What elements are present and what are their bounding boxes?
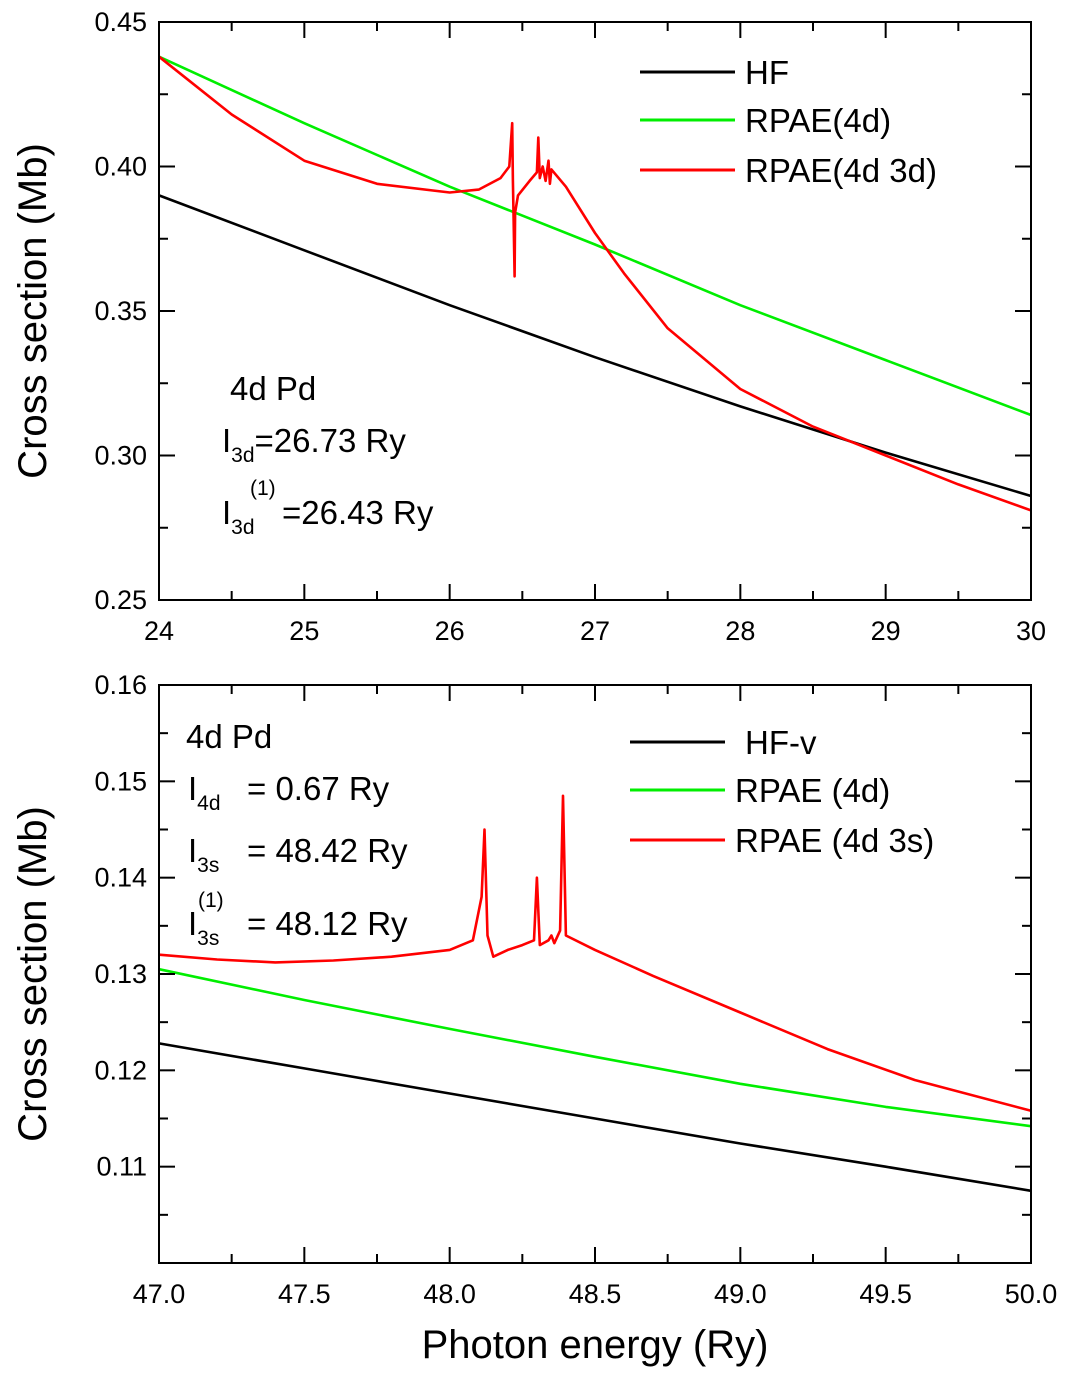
top-legend-label-hf: HF <box>745 54 789 91</box>
bottom-legend-label-rpae-4d: RPAE (4d) <box>735 772 890 809</box>
top-annotation-ionization-3d-1-value: =26.43 Ry <box>282 494 434 531</box>
top-y-tick-label: 0.45 <box>94 7 147 37</box>
top-tick-labels: 0.25 0.30 0.35 0.40 0.45 24 25 26 27 28 29 30 <box>94 7 1046 646</box>
bottom-x-tick-label: 49.5 <box>859 1279 912 1309</box>
bottom-y-tick-label: 0.15 <box>94 766 147 796</box>
bottom-legend-label-hf-v: HF-v <box>745 724 817 761</box>
bottom-annotation-ionization-3s-1-value: = 48.12 Ry <box>247 905 408 942</box>
bottom-x-tick-label: 47.5 <box>278 1279 331 1309</box>
top-x-tick-label: 29 <box>871 616 901 646</box>
top-chart: 0.25 0.30 0.35 0.40 0.45 24 25 26 27 28 29 30 Cross… <box>11 7 1046 646</box>
bottom-annotation-ionization-3s-1: I3s <box>188 905 219 950</box>
top-series-line-rpae-4d-3d <box>158 55 1032 512</box>
top-x-tick-label: 30 <box>1016 616 1046 646</box>
bottom-annotation-ionization-3s-value: = 48.42 Ry <box>247 832 408 869</box>
top-legend-label-rpae-4d: RPAE(4d) <box>745 102 891 139</box>
bottom-chart-series <box>158 794 1032 1193</box>
top-annotation-ionization-3d: I3d=26.73 Ry <box>222 422 406 467</box>
top-annotations: 4d Pd I3d=26.73 Ry I3d (1) =26.43 Ry <box>222 370 434 539</box>
bottom-annotation-ionization-3s-1-sup: (1) <box>198 889 224 912</box>
bottom-series-line-rpae-4d <box>158 967 1032 1128</box>
bottom-y-tick-label: 0.12 <box>94 1055 147 1085</box>
bottom-x-tick-label: 48.0 <box>423 1279 476 1309</box>
bottom-tick-labels: 0.11 0.12 0.13 0.14 0.15 0.16 47.0 47.5 48.0 48.5… <box>94 670 1057 1309</box>
bottom-series-line-hf-v <box>158 1042 1032 1193</box>
bottom-y-axis-title: Cross section (Mb) <box>11 806 55 1142</box>
bottom-legend-label-rpae-4d-3s: RPAE (4d 3s) <box>735 822 934 859</box>
bottom-annotation-ionization-4d-value: = 0.67 Ry <box>247 770 390 807</box>
bottom-x-axis-title: Photon energy (Ry) <box>422 1323 769 1367</box>
top-y-tick-label: 0.30 <box>94 441 147 471</box>
top-ticks <box>158 21 1032 601</box>
bottom-y-tick-label: 0.13 <box>94 959 147 989</box>
top-chart-series <box>158 55 1032 512</box>
top-legend: HF RPAE(4d) RPAE(4d 3d) <box>640 54 937 189</box>
top-x-tick-label: 28 <box>725 616 755 646</box>
bottom-annotation-atom: 4d Pd <box>186 718 272 755</box>
top-x-tick-label: 24 <box>144 616 174 646</box>
bottom-legend: HF-v RPAE (4d) RPAE (4d 3s) <box>630 724 934 859</box>
bottom-x-tick-label: 50.0 <box>1005 1279 1058 1309</box>
bottom-series-line-rpae-4d-3s <box>158 794 1032 1113</box>
bottom-annotation-ionization-3s: I3s <box>188 832 219 877</box>
bottom-y-tick-label: 0.16 <box>94 670 147 700</box>
top-series-line-hf <box>158 194 1032 498</box>
bottom-y-tick-label: 0.14 <box>94 863 147 893</box>
top-annotation-ionization-3d-1: I3d <box>222 494 255 539</box>
bottom-ticks <box>158 684 1032 1264</box>
top-y-tick-label: 0.40 <box>94 152 147 182</box>
top-series-line-rpae-4d <box>158 55 1032 417</box>
top-x-tick-label: 25 <box>289 616 319 646</box>
top-legend-label-rpae-4d-3d: RPAE(4d 3d) <box>745 152 937 189</box>
top-y-tick-label: 0.25 <box>94 585 147 615</box>
top-annotation-atom: 4d Pd <box>230 370 316 407</box>
bottom-y-tick-label: 0.11 <box>96 1152 147 1182</box>
top-annotation-ionization-3d-1-sup: (1) <box>250 477 276 500</box>
bottom-x-tick-label: 49.0 <box>714 1279 767 1309</box>
top-y-axis-title: Cross section (Mb) <box>11 143 55 479</box>
top-y-tick-label: 0.35 <box>94 296 147 326</box>
bottom-x-tick-label: 47.0 <box>133 1279 186 1309</box>
bottom-annotations: 4d Pd I4d = 0.67 Ry I3s = 48.42 Ry I3s (… <box>186 718 408 950</box>
bottom-x-tick-label: 48.5 <box>569 1279 622 1309</box>
top-x-tick-label: 26 <box>435 616 465 646</box>
bottom-annotation-ionization-4d: I4d <box>188 770 221 815</box>
top-x-tick-label: 27 <box>580 616 610 646</box>
bottom-chart: 0.11 0.12 0.13 0.14 0.15 0.16 47.0 47.5 48.0 48.5… <box>11 670 1057 1367</box>
